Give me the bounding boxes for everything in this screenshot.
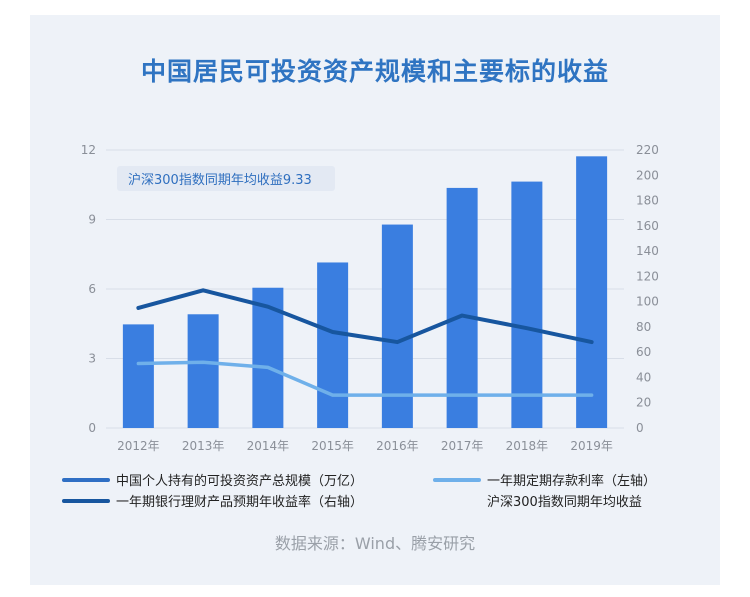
x-tick-label: 2012年 [117, 439, 160, 453]
right-tick-label: 140 [636, 244, 659, 258]
x-tick-label: 2017年 [441, 439, 484, 453]
right-tick-label: 220 [636, 143, 659, 157]
bar [576, 156, 608, 428]
right-tick-label: 60 [636, 345, 651, 359]
wealth-yield-line [136, 288, 594, 345]
x-tick-label: 2018年 [506, 439, 549, 453]
x-tick-label: 2015年 [311, 439, 354, 453]
bar [446, 187, 478, 428]
bar [511, 181, 543, 428]
right-tick-label: 100 [636, 295, 659, 309]
legend-label: 中国个人持有的可投资资产总规模（万亿） [116, 473, 363, 489]
right-tick-label: 0 [636, 421, 644, 435]
bar [122, 324, 154, 428]
legend-label: 沪深300指数同期年均收益 [487, 494, 642, 510]
left-tick-label: 3 [88, 352, 96, 366]
left-tick-label: 12 [81, 143, 96, 157]
source-note: 数据来源：Wind、腾安研究 [274, 534, 476, 553]
right-tick-label: 20 [636, 396, 651, 410]
chart-title: 中国居民可投资资产规模和主要标的收益 [140, 57, 609, 86]
x-tick-label: 2013年 [182, 439, 225, 453]
x-tick-label: 2014年 [247, 439, 290, 453]
right-tick-label: 160 [636, 219, 659, 233]
right-tick-label: 180 [636, 194, 659, 208]
x-tick-label: 2016年 [376, 439, 419, 453]
right-tick-label: 120 [636, 269, 659, 283]
annotation-text: 沪深300指数同期年均收益9.33 [128, 172, 312, 188]
bar [317, 262, 349, 428]
left-tick-label: 9 [88, 213, 96, 227]
bar [187, 314, 219, 428]
left-tick-label: 0 [88, 421, 96, 435]
right-tick-label: 80 [636, 320, 651, 334]
right-tick-label: 200 [636, 168, 659, 182]
legend-label: 一年期定期存款利率（左轴） [487, 473, 656, 489]
bar [381, 224, 413, 428]
left-tick-label: 6 [88, 282, 96, 296]
legend-label: 一年期银行理财产品预期年收益率（右轴） [116, 494, 363, 510]
deposit-rate-line [136, 360, 594, 397]
annotation-box [117, 166, 335, 191]
right-tick-label: 40 [636, 370, 651, 384]
x-tick-label: 2019年 [570, 439, 613, 453]
